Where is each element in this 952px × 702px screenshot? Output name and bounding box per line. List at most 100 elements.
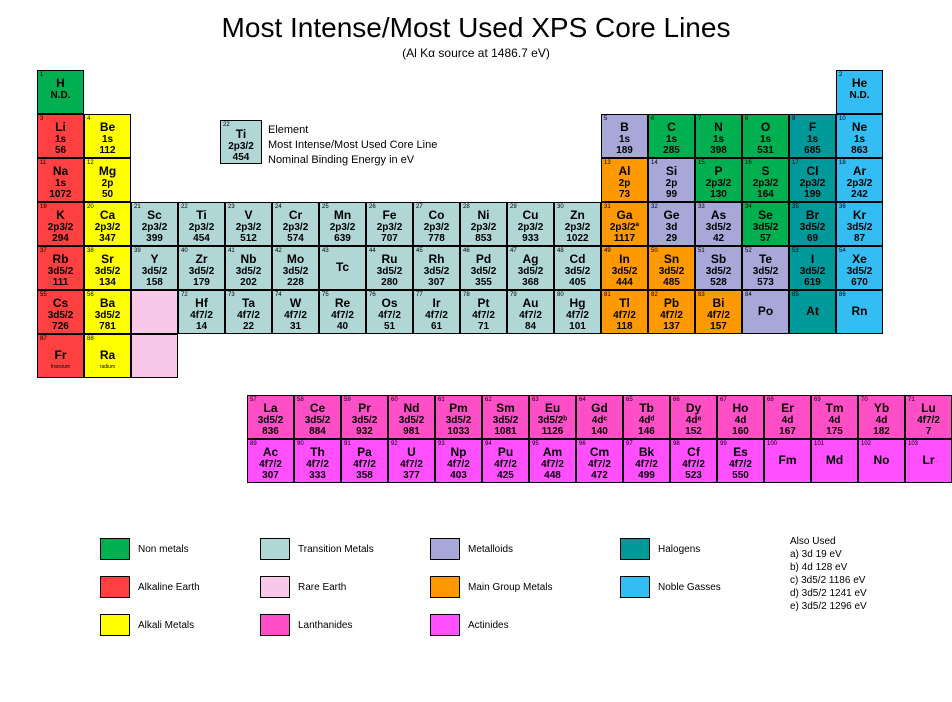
element-Ho: 67Ho4d160 bbox=[717, 395, 764, 439]
element-Pb: 82Pb4f7/2137 bbox=[648, 290, 695, 334]
element-symbol: Mg bbox=[85, 165, 130, 178]
element-Cm: 96Cm4f7/2472 bbox=[576, 439, 623, 483]
binding-energy: 84 bbox=[508, 322, 553, 333]
element-symbol: S bbox=[743, 165, 788, 178]
swatch-noble bbox=[620, 576, 650, 598]
element-Zr: 40Zr3d5/2179 bbox=[178, 246, 225, 290]
binding-energy: 685 bbox=[790, 146, 835, 157]
key-example-cell: 22 Ti 2p3/2 454 bbox=[220, 120, 262, 164]
core-line: 1s bbox=[38, 179, 83, 190]
legend-label: Alkali Metals bbox=[138, 620, 194, 631]
element-Re: 75Re4f7/240 bbox=[319, 290, 366, 334]
core-line: 4f7/2 bbox=[389, 460, 434, 471]
element-Lu: 71Lu4f7/27 bbox=[905, 395, 952, 439]
binding-energy: 499 bbox=[624, 471, 669, 482]
element-La: 57La3d5/2836 bbox=[247, 395, 294, 439]
element-symbol: Cu bbox=[508, 209, 553, 222]
element-Ar: 18Ar2p3/2242 bbox=[836, 158, 883, 202]
legend-label: Halogens bbox=[658, 544, 700, 555]
element-Be: 4Be1s112 bbox=[84, 114, 131, 158]
atomic-number: 87 bbox=[40, 336, 47, 342]
element-symbol: B bbox=[602, 121, 647, 134]
binding-energy: 707 bbox=[367, 234, 412, 245]
element-Ni: 28Ni2p3/2853 bbox=[460, 202, 507, 246]
binding-energy: 853 bbox=[461, 234, 506, 245]
element-symbol: V bbox=[226, 209, 271, 222]
element-symbol: Pr bbox=[342, 402, 387, 415]
element-symbol: Er bbox=[765, 402, 810, 415]
binding-energy: 639 bbox=[320, 234, 365, 245]
element-symbol: Ho bbox=[718, 402, 763, 415]
element-symbol: Sc bbox=[132, 209, 177, 222]
binding-energy: 22 bbox=[226, 322, 271, 333]
binding-energy: 399 bbox=[132, 234, 177, 245]
core-line: 3d5/2 bbox=[179, 267, 224, 278]
atomic-number: 43 bbox=[322, 248, 329, 254]
element-symbol: Te bbox=[743, 253, 788, 266]
core-line: 4f7/2 bbox=[624, 460, 669, 471]
element-Cf: 98Cf4f7/2523 bbox=[670, 439, 717, 483]
element-P: 15P2p3/2130 bbox=[695, 158, 742, 202]
element-Pm: 61Pm3d5/21033 bbox=[435, 395, 482, 439]
element-W: 74W4f7/231 bbox=[272, 290, 319, 334]
element-symbol: Nd bbox=[389, 402, 434, 415]
element-symbol: He bbox=[837, 77, 882, 90]
binding-energy: 87 bbox=[837, 234, 882, 245]
element-Zn: 30Zn2p3/21022 bbox=[554, 202, 601, 246]
element-C: 6C1s285 bbox=[648, 114, 695, 158]
element-symbol: Am bbox=[530, 446, 575, 459]
binding-energy: 355 bbox=[461, 278, 506, 289]
core-line: 4f7/2 bbox=[577, 460, 622, 471]
element-Hg: 80Hg4f7/2101 bbox=[554, 290, 601, 334]
element-symbol: N bbox=[696, 121, 741, 134]
core-line: 4f7/2 bbox=[649, 311, 694, 322]
element-symbol: Pt bbox=[461, 297, 506, 310]
element-symbol: Cl bbox=[790, 165, 835, 178]
element-symbol: Fm bbox=[765, 454, 810, 467]
binding-energy: 294 bbox=[38, 234, 83, 245]
element-V: 23V2p3/2512 bbox=[225, 202, 272, 246]
binding-energy: 528 bbox=[696, 278, 741, 289]
core-line: 4f7/2 bbox=[179, 311, 224, 322]
binding-energy: 512 bbox=[226, 234, 271, 245]
element-In: 49In3d5/2444 bbox=[601, 246, 648, 290]
element-symbol: Ru bbox=[367, 253, 412, 266]
element-symbol: Se bbox=[743, 209, 788, 222]
binding-energy: 202 bbox=[226, 278, 271, 289]
element-symbol: Zr bbox=[179, 253, 224, 266]
core-line: 4f7/2 bbox=[906, 416, 951, 427]
core-line: 4f7/2 bbox=[367, 311, 412, 322]
core-line: 2p3/2 bbox=[461, 223, 506, 234]
binding-energy: 836 bbox=[248, 427, 293, 438]
element-Gd: 64Gd4dᶜ140 bbox=[576, 395, 623, 439]
core-line: 4dᵈ bbox=[624, 416, 669, 427]
element-symbol: Al bbox=[602, 165, 647, 178]
element-Rb: 37Rb3d5/2111 bbox=[37, 246, 84, 290]
binding-energy: 523 bbox=[671, 471, 716, 482]
core-line: 1s bbox=[790, 135, 835, 146]
binding-energy: 448 bbox=[530, 471, 575, 482]
element-symbol: At bbox=[790, 305, 835, 318]
legend-label: Main Group Metals bbox=[468, 582, 552, 593]
element-symbol: As bbox=[696, 209, 741, 222]
binding-energy: 726 bbox=[38, 322, 83, 333]
element-symbol: Cs bbox=[38, 297, 83, 310]
element-Sb: 51Sb3d5/2528 bbox=[695, 246, 742, 290]
element-symbol: La bbox=[248, 402, 293, 415]
element-symbol: Br bbox=[790, 209, 835, 222]
legend-rare: Rare Earth bbox=[260, 576, 346, 598]
element-symbol: Pb bbox=[649, 297, 694, 310]
core-line: 1s bbox=[696, 135, 741, 146]
element-symbol: K bbox=[38, 209, 83, 222]
core-line: 3d5/2 bbox=[837, 267, 882, 278]
element-Nb: 41Nb3d5/2202 bbox=[225, 246, 272, 290]
element-Ge: 32Ge3d29 bbox=[648, 202, 695, 246]
core-line: 3d5/2 bbox=[790, 223, 835, 234]
atomic-number: 101 bbox=[814, 441, 824, 447]
core-line: 3d5/2 bbox=[85, 311, 130, 322]
element-Pt: 78Pt4f7/271 bbox=[460, 290, 507, 334]
element-Fe: 26Fe2p3/2707 bbox=[366, 202, 413, 246]
element-symbol: Li bbox=[38, 121, 83, 134]
core-line: 4f7/2 bbox=[226, 311, 271, 322]
element-symbol: Ti bbox=[179, 209, 224, 222]
